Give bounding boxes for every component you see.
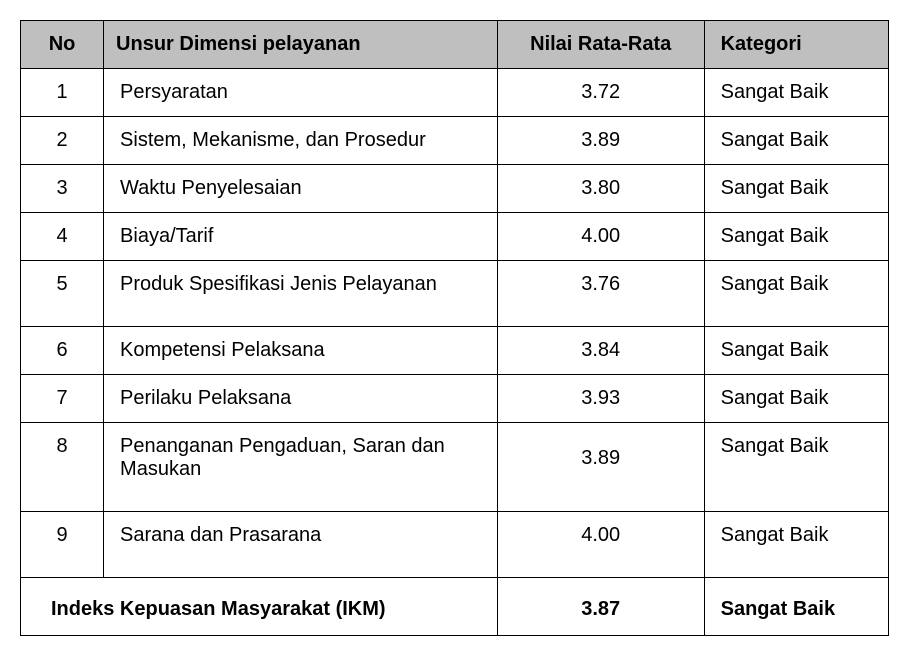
table-row: 9 Sarana dan Prasarana 4.00 Sangat Baik [21,512,889,578]
cell-nilai: 3.84 [497,327,704,375]
cell-unsur: Produk Spesifikasi Jenis Pelayanan [104,261,498,327]
table-body: 1 Persyaratan 3.72 Sangat Baik 2 Sistem,… [21,69,889,636]
cell-unsur: Kompetensi Pelaksana [104,327,498,375]
cell-kategori: Sangat Baik [704,327,888,375]
header-no: No [21,21,104,69]
table-row: 2 Sistem, Mekanisme, dan Prosedur 3.89 S… [21,117,889,165]
table-header: No Unsur Dimensi pelayanan Nilai Rata-Ra… [21,21,889,69]
cell-kategori: Sangat Baik [704,512,888,578]
table-row: 7 Perilaku Pelaksana 3.93 Sangat Baik [21,375,889,423]
table-row: 6 Kompetensi Pelaksana 3.84 Sangat Baik [21,327,889,375]
table-row: 3 Waktu Penyelesaian 3.80 Sangat Baik [21,165,889,213]
cell-no: 4 [21,213,104,261]
header-nilai: Nilai Rata-Rata [497,21,704,69]
cell-unsur: Waktu Penyelesaian [104,165,498,213]
cell-no: 8 [21,423,104,512]
header-unsur: Unsur Dimensi pelayanan [104,21,498,69]
cell-unsur: Perilaku Pelaksana [104,375,498,423]
cell-unsur: Sarana dan Prasarana [104,512,498,578]
cell-no: 3 [21,165,104,213]
cell-kategori: Sangat Baik [704,261,888,327]
header-kategori: Kategori [704,21,888,69]
cell-kategori: Sangat Baik [704,117,888,165]
cell-no: 6 [21,327,104,375]
cell-kategori: Sangat Baik [704,213,888,261]
cell-nilai: 3.80 [497,165,704,213]
table-row: 8 Penanganan Pengaduan, Saran dan Masuka… [21,423,889,512]
cell-no: 1 [21,69,104,117]
summary-nilai: 3.87 [497,578,704,636]
ikm-table: No Unsur Dimensi pelayanan Nilai Rata-Ra… [20,20,889,636]
cell-nilai: 4.00 [497,512,704,578]
cell-kategori: Sangat Baik [704,69,888,117]
table-row: 5 Produk Spesifikasi Jenis Pelayanan 3.7… [21,261,889,327]
cell-kategori: Sangat Baik [704,165,888,213]
summary-row: Indeks Kepuasan Masyarakat (IKM) 3.87 Sa… [21,578,889,636]
cell-no: 2 [21,117,104,165]
cell-unsur: Biaya/Tarif [104,213,498,261]
cell-nilai: 3.89 [497,423,704,512]
table-row: 1 Persyaratan 3.72 Sangat Baik [21,69,889,117]
cell-no: 7 [21,375,104,423]
summary-label: Indeks Kepuasan Masyarakat (IKM) [21,578,498,636]
cell-nilai: 3.93 [497,375,704,423]
cell-no: 9 [21,512,104,578]
cell-kategori: Sangat Baik [704,423,888,512]
cell-nilai: 4.00 [497,213,704,261]
cell-nilai: 3.72 [497,69,704,117]
cell-nilai: 3.76 [497,261,704,327]
summary-kategori: Sangat Baik [704,578,888,636]
cell-unsur: Penanganan Pengaduan, Saran dan Masukan [104,423,498,512]
cell-unsur: Sistem, Mekanisme, dan Prosedur [104,117,498,165]
cell-nilai: 3.89 [497,117,704,165]
cell-unsur: Persyaratan [104,69,498,117]
cell-no: 5 [21,261,104,327]
cell-kategori: Sangat Baik [704,375,888,423]
table-row: 4 Biaya/Tarif 4.00 Sangat Baik [21,213,889,261]
